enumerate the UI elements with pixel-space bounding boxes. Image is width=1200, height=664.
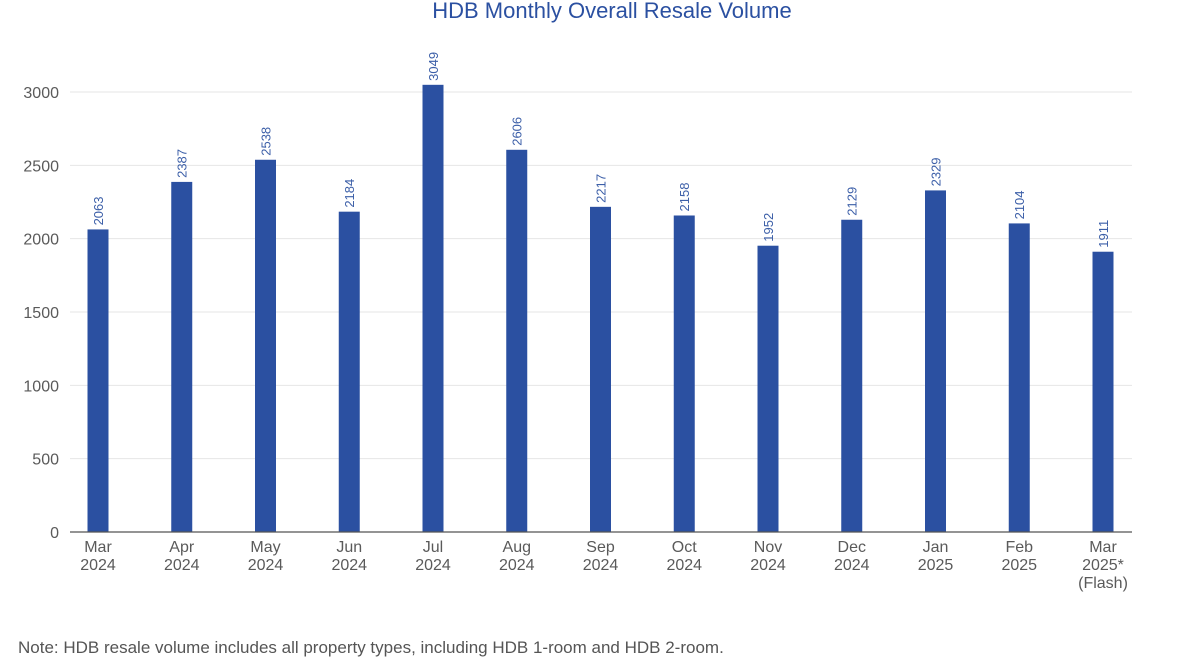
y-tick-label: 0 [50, 525, 59, 542]
x-tick-label: 2024 [80, 557, 116, 574]
y-axis-ticks: 0 500 1000 1500 2000 2500 3000 [23, 85, 59, 542]
data-label: 2387 [175, 149, 190, 178]
data-label: 2329 [929, 157, 944, 186]
bar [590, 206, 611, 532]
x-tick-label: Aug [503, 539, 531, 556]
x-tick-label: 2024 [750, 557, 786, 574]
x-tick-label: (Flash) [1078, 575, 1128, 592]
x-tick-label: 2024 [666, 557, 702, 574]
data-label: 2538 [259, 127, 274, 156]
y-tick-label: 3000 [23, 85, 59, 102]
data-labels: 2063 2387 2538 2184 3049 2606 2217 2158 1952 2129… [91, 52, 1111, 248]
data-label: 2606 [510, 117, 525, 146]
data-label: 1952 [761, 213, 776, 242]
bar [1008, 223, 1030, 532]
x-tick-label: Jan [923, 539, 949, 556]
x-tick-label: Feb [1005, 539, 1033, 556]
x-tick-label: 2024 [331, 557, 367, 574]
bar [841, 219, 863, 532]
chart-title: HDB Monthly Overall Resale Volume [432, 0, 791, 23]
bar [171, 181, 193, 532]
x-tick-label: 2025 [918, 557, 954, 574]
y-tick-label: 1500 [23, 305, 59, 322]
bar [757, 245, 779, 532]
data-label: 2217 [594, 174, 609, 203]
x-tick-label: Sep [586, 539, 615, 556]
data-label: 2184 [342, 179, 357, 208]
x-tick-label: 2025* [1082, 557, 1124, 574]
x-tick-label: Nov [754, 539, 782, 556]
bar [255, 159, 276, 532]
y-tick-label: 1000 [23, 378, 59, 395]
bar [673, 215, 695, 532]
footnote: Note: HDB resale volume includes all pro… [18, 638, 724, 657]
data-label: 2104 [1012, 190, 1027, 219]
x-tick-label: Oct [672, 539, 697, 556]
bar [87, 229, 109, 532]
x-tick-label: Dec [838, 539, 866, 556]
resale-volume-chart: HDB Monthly Overall Resale Volume 0 500 10… [23, 0, 1132, 592]
x-tick-label: 2024 [415, 557, 451, 574]
x-tick-label: Mar [84, 539, 112, 556]
y-tick-label: 2500 [23, 158, 59, 175]
bars [87, 84, 1114, 533]
x-tick-label: Jun [336, 539, 362, 556]
x-tick-label: Mar [1089, 539, 1117, 556]
x-tick-label: 2024 [164, 557, 200, 574]
data-label: 3049 [426, 52, 441, 81]
x-tick-label: Apr [169, 539, 195, 556]
bar [338, 211, 360, 532]
bar [506, 149, 528, 532]
x-tick-label: 2025 [1001, 557, 1037, 574]
x-tick-label: 2024 [583, 557, 619, 574]
y-tick-label: 500 [32, 452, 59, 469]
data-label: 2129 [845, 187, 860, 216]
bar [1092, 251, 1114, 532]
y-tick-label: 2000 [23, 232, 59, 249]
x-tick-label: Jul [423, 539, 443, 556]
bar [422, 84, 444, 533]
data-label: 2158 [677, 183, 692, 212]
data-label: 2063 [91, 197, 106, 226]
x-tick-label: 2024 [834, 557, 870, 574]
data-label: 1911 [1096, 220, 1111, 248]
x-axis-ticks: Mar2024Apr2024May2024Jun2024Jul2024Aug20… [80, 539, 1128, 592]
bar [925, 190, 946, 532]
x-tick-label: 2024 [499, 557, 535, 574]
x-tick-label: 2024 [248, 557, 284, 574]
x-tick-label: May [250, 539, 280, 556]
